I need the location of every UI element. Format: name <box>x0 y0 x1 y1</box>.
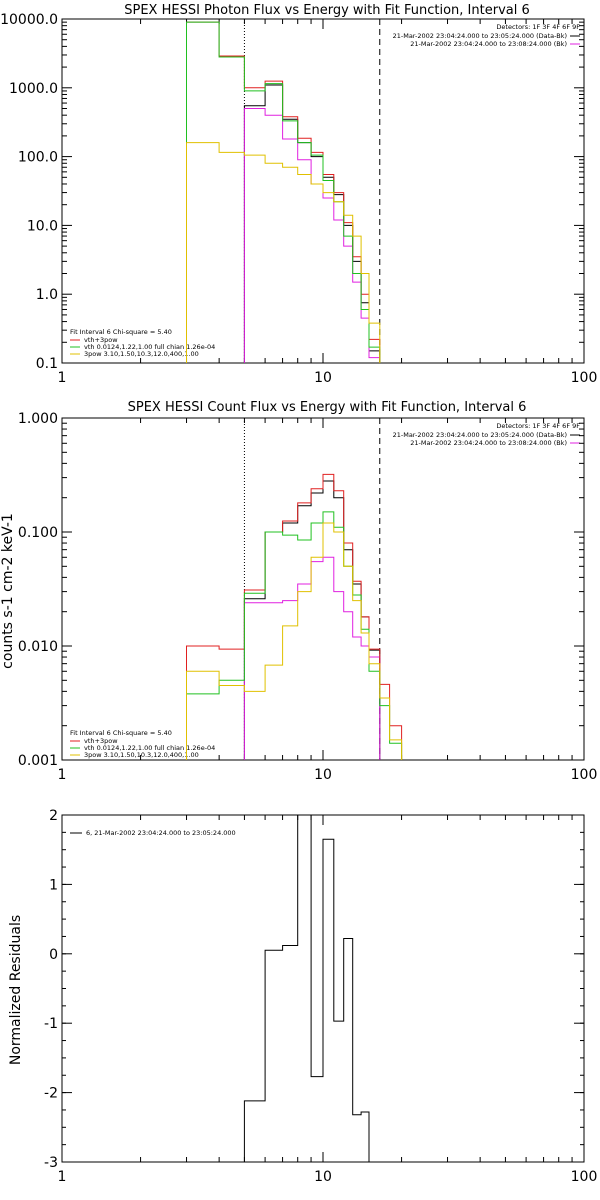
fit-interval-label: Fit Interval 6 Chi-square = 5.40 <box>70 729 172 737</box>
y-tick-label: 0.010 <box>18 639 58 655</box>
legend-entry-label: 21-Mar-2002 23:04:24.000 to 23:05:24.000… <box>393 32 567 40</box>
y-axis-label: Normalized Residuals <box>8 915 24 1065</box>
series-vth-3pow <box>186 21 381 363</box>
series-bk <box>243 556 381 760</box>
series-vth <box>186 21 381 363</box>
legend-entry-label: 21-Mar-2002 23:04:24.000 to 23:05:24.000… <box>393 431 567 439</box>
x-tick-label: 100 <box>571 370 598 386</box>
y-tick-label: 1000.0 <box>9 81 58 97</box>
top-legend: 21-Mar-2002 23:04:24.000 to 23:05:24.000… <box>393 32 580 48</box>
series-6-21-mar-2002-23-04-24-000-to-23-05-24-000 <box>243 814 370 1162</box>
y-tick-label: 1.0 <box>36 287 58 303</box>
y-tick-label: 100.0 <box>18 150 58 166</box>
series-data-bk <box>243 84 381 363</box>
y-tick-label: 0.1 <box>36 356 58 372</box>
y-tick-label: 0.001 <box>18 753 58 769</box>
x-tick-label: 1 <box>58 370 67 386</box>
legend-entry-label: vth+3pow <box>84 737 118 745</box>
photon-flux-panel: SPEX HESSI Photon Flux vs Energy with Fi… <box>0 3 597 386</box>
series-3pow <box>186 522 403 760</box>
x-tick-label: 1 <box>58 767 67 783</box>
detectors-label: Detectors: 1F 3F 4F 6F 9F <box>496 422 580 430</box>
series-vth-3pow <box>186 473 403 760</box>
residuals-panel: Normalized Residuals 6, 21-Mar-2002 23:0… <box>8 808 597 1185</box>
y-tick-label: 10000.0 <box>0 12 58 28</box>
y-tick-label: 0 <box>49 947 58 963</box>
legend-entry-label: vth 0.0124,1.22,1.00 full chian 1.26e-04 <box>84 343 215 351</box>
chart-title: SPEX HESSI Photon Flux vs Energy with Fi… <box>124 3 530 18</box>
series-bk <box>243 108 381 363</box>
x-tick-label: 100 <box>571 1169 598 1185</box>
y-axis-label: counts s-1 cm-2 keV-1 <box>0 513 16 669</box>
legend-entry-label: 3pow 3.10,1.50,10.3,12.0,400,1.00 <box>84 751 199 759</box>
y-tick-label: -2 <box>44 1086 58 1102</box>
x-tick-label: 10 <box>314 370 332 386</box>
x-tick-label: 100 <box>571 767 598 783</box>
legend-entry-label: vth 0.0124,1.22,1.00 full chian 1.26e-04 <box>84 744 215 752</box>
residuals-legend: 6, 21-Mar-2002 23:04:24.000 to 23:05:24.… <box>70 829 236 837</box>
legend-entry-label: vth+3pow <box>84 336 118 344</box>
y-tick-label: -1 <box>44 1016 58 1032</box>
series-3pow <box>186 142 381 363</box>
y-tick-label: 0.100 <box>18 525 58 541</box>
count-flux-panel: SPEX HESSI Count Flux vs Energy with Fit… <box>0 400 597 783</box>
x-tick-label: 10 <box>314 1169 332 1185</box>
legend-entry-label: 21-Mar-2002 23:04:24.000 to 23:08:24.000… <box>410 439 567 447</box>
top-legend: 21-Mar-2002 23:04:24.000 to 23:05:24.000… <box>393 431 580 447</box>
legend-entry-label: 6, 21-Mar-2002 23:04:24.000 to 23:05:24.… <box>86 829 236 837</box>
x-tick-label: 1 <box>58 1169 67 1185</box>
y-tick-label: 1.000 <box>18 411 58 427</box>
x-tick-label: 10 <box>314 767 332 783</box>
legend-entry-label: 21-Mar-2002 23:04:24.000 to 23:08:24.000… <box>410 40 567 48</box>
plot-frame <box>61 417 585 761</box>
y-tick-label: 10.0 <box>27 218 58 234</box>
y-tick-label: 1 <box>49 877 58 893</box>
series-vth <box>186 511 403 760</box>
fit-interval-label: Fit Interval 6 Chi-square = 5.40 <box>70 328 172 336</box>
detectors-label: Detectors: 1F 3F 4F 6F 9F <box>496 23 580 31</box>
legend-entry-label: 3pow 3.10,1.50,10.3,12.0,400,1.00 <box>84 350 199 358</box>
y-tick-label: -3 <box>44 1155 58 1171</box>
y-tick-label: 2 <box>49 808 58 824</box>
chart-title: SPEX HESSI Count Flux vs Energy with Fit… <box>128 400 527 415</box>
